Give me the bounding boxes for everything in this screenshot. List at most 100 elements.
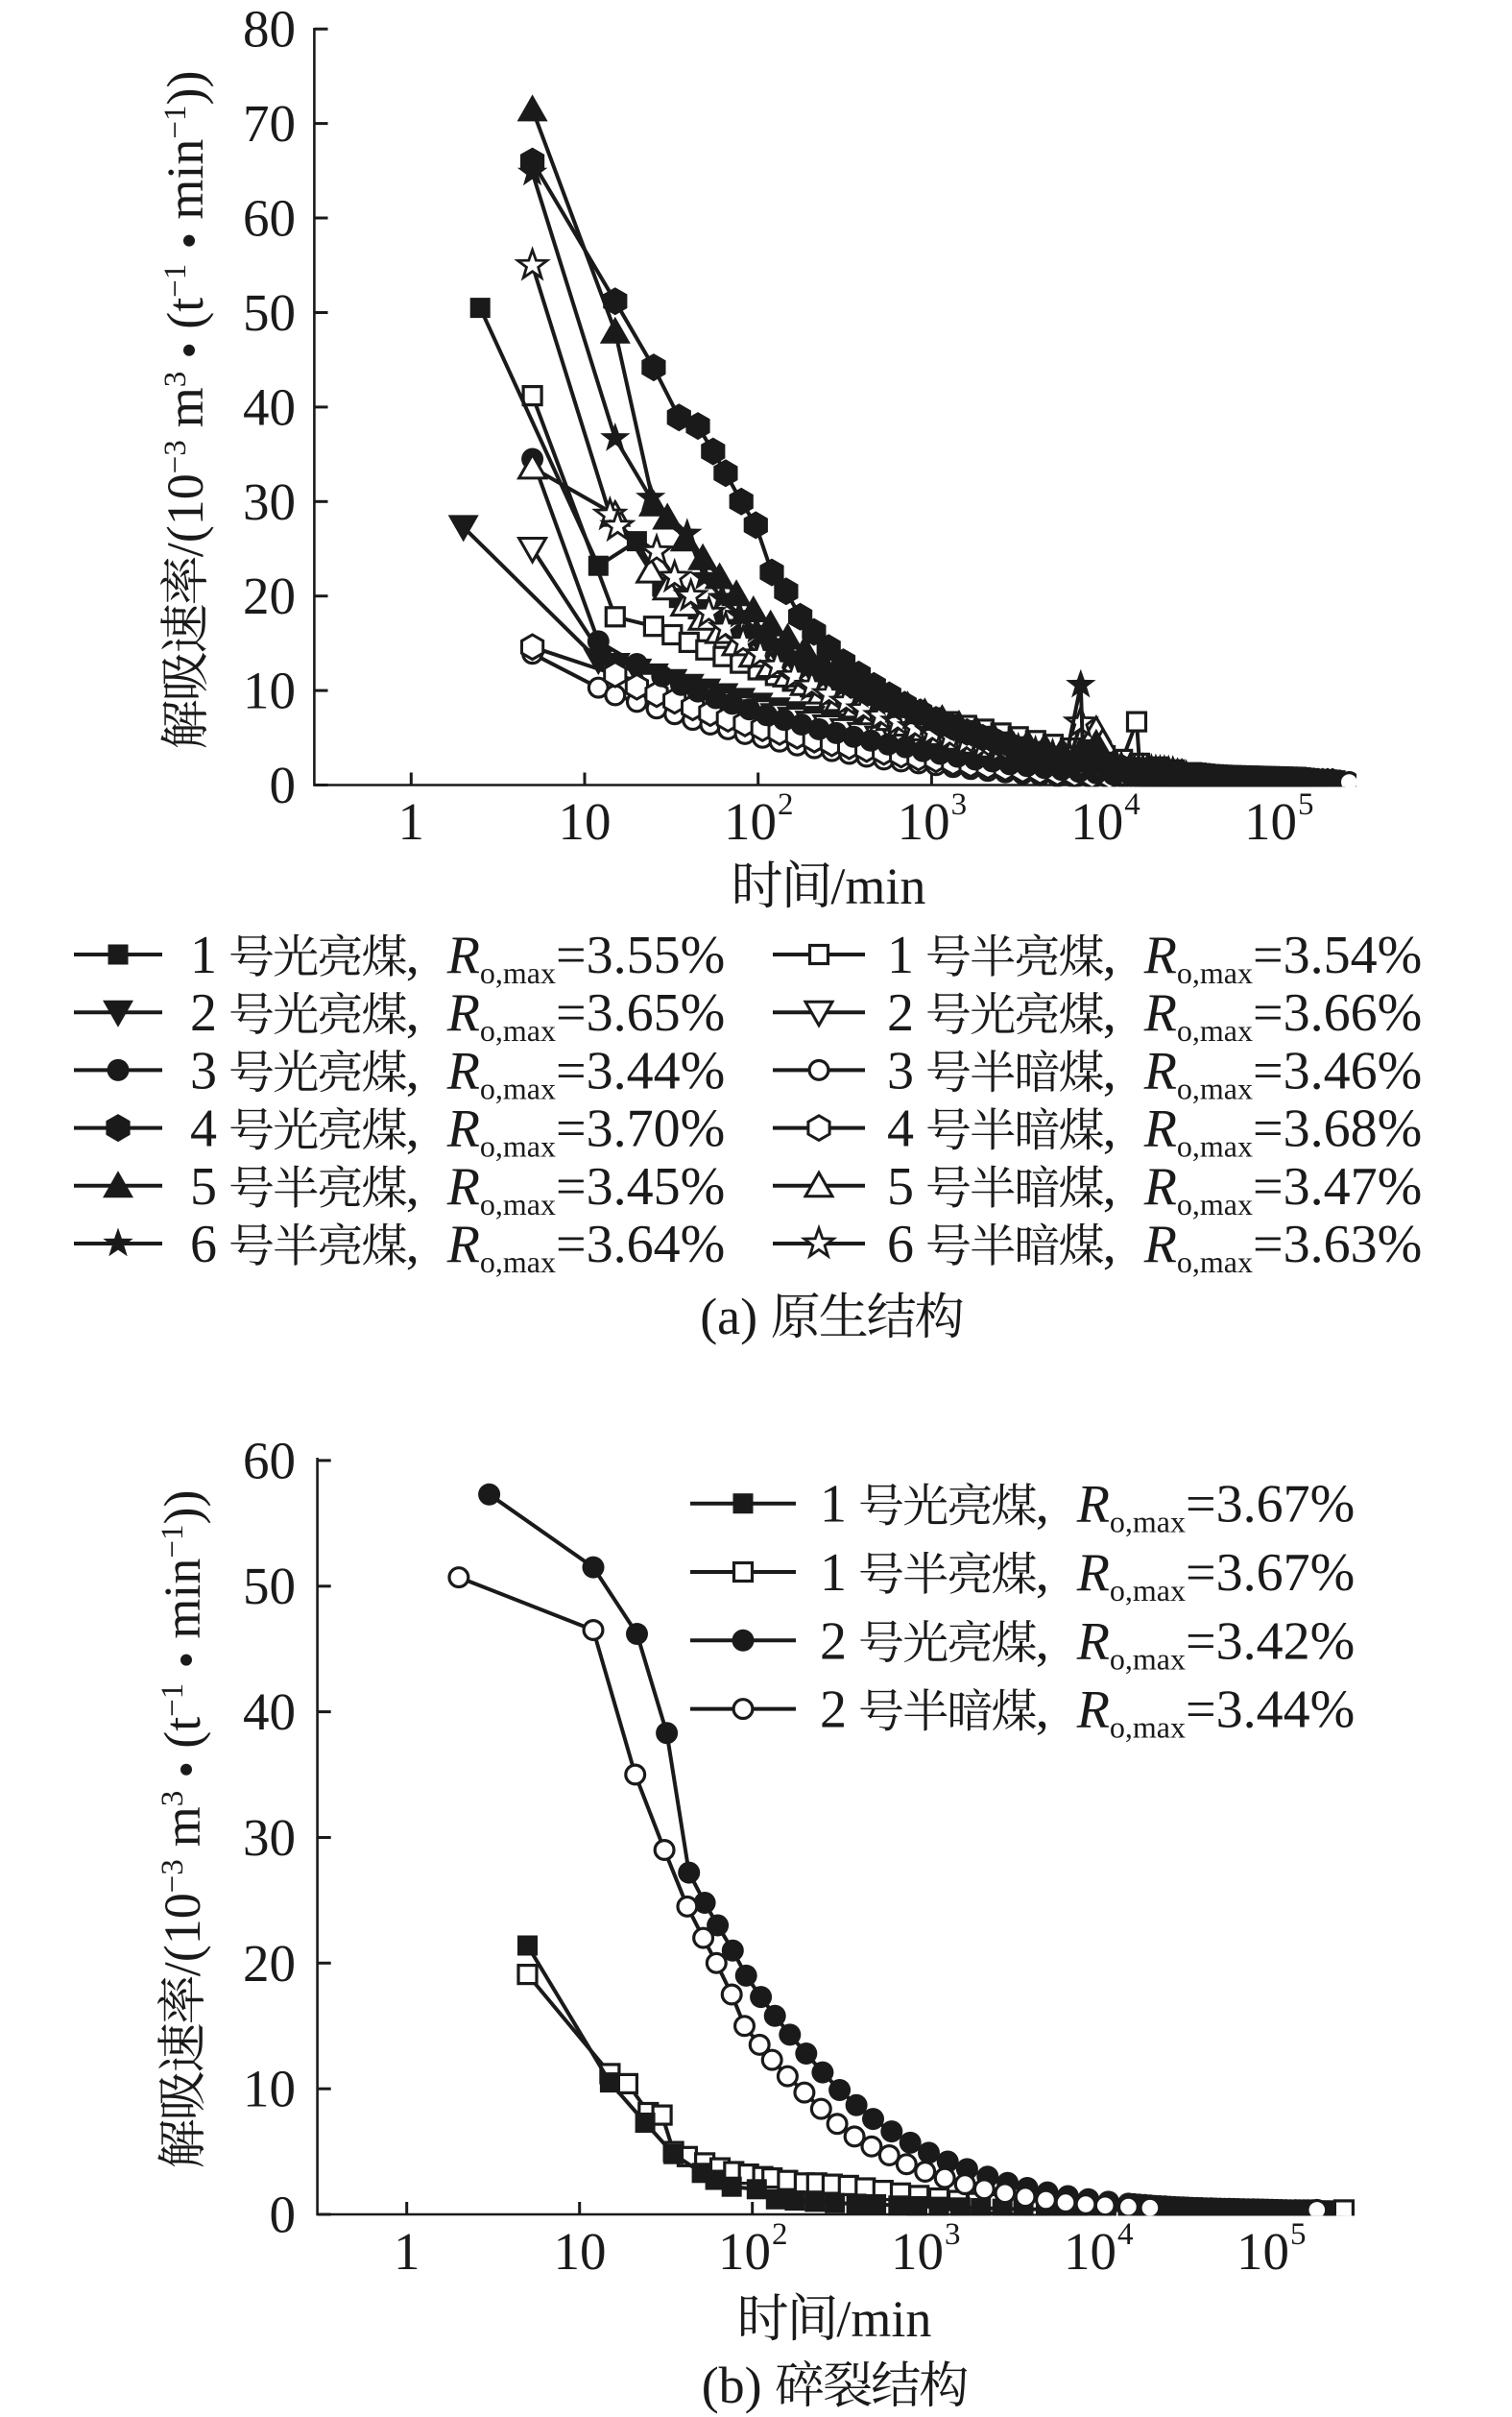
svg-text:6: 6 — [887, 1215, 914, 1274]
svg-text:R: R — [1143, 1157, 1177, 1217]
svg-text:R: R — [446, 983, 480, 1043]
svg-text:2: 2 — [820, 1680, 847, 1740]
svg-text:70: 70 — [243, 94, 296, 153]
svg-text:,: , — [406, 983, 420, 1043]
svg-text:20: 20 — [243, 567, 296, 625]
svg-text:2: 2 — [772, 2217, 788, 2252]
svg-text:10: 10 — [559, 792, 612, 851]
svg-text:3: 3 — [190, 1041, 217, 1100]
svg-text:−3: −3 — [156, 1859, 190, 1893]
svg-text:5: 5 — [887, 1157, 914, 1217]
svg-text:R: R — [446, 926, 480, 985]
svg-text:50: 50 — [243, 283, 296, 342]
svg-text:=3.63%: =3.63% — [1253, 1215, 1422, 1274]
svg-text:o,max: o,max — [480, 1013, 556, 1048]
svg-text:2: 2 — [820, 1611, 847, 1671]
svg-text:m: m — [154, 1806, 211, 1847]
svg-text:o,max: o,max — [1177, 1129, 1253, 1164]
svg-text:10: 10 — [724, 792, 777, 851]
svg-text:60: 60 — [243, 1431, 296, 1489]
svg-text:o,max: o,max — [480, 1129, 556, 1164]
svg-text:R: R — [1143, 1041, 1177, 1100]
svg-text:5: 5 — [1290, 2217, 1307, 2252]
svg-text:o,max: o,max — [480, 1187, 556, 1221]
svg-text:3: 3 — [951, 787, 968, 822]
svg-text:5: 5 — [1298, 787, 1314, 822]
svg-text:1: 1 — [394, 2222, 420, 2281]
svg-text:,: , — [406, 1157, 420, 1217]
svg-text:10: 10 — [1070, 792, 1123, 851]
svg-text:(t: (t — [154, 1717, 211, 1749]
svg-text:R: R — [446, 1215, 480, 1274]
svg-text:4: 4 — [1124, 787, 1140, 822]
svg-text:3: 3 — [156, 1791, 190, 1807]
svg-text:,: , — [1036, 1680, 1049, 1740]
svg-text:10: 10 — [898, 792, 950, 851]
svg-text:5: 5 — [190, 1157, 217, 1217]
svg-text:=3.65%: =3.65% — [556, 983, 725, 1043]
svg-text:=3.67%: =3.67% — [1186, 1475, 1355, 1535]
svg-text:4: 4 — [887, 1100, 914, 1159]
svg-text:=3.64%: =3.64% — [556, 1215, 725, 1274]
svg-text:R: R — [1143, 1215, 1177, 1274]
svg-text:10: 10 — [243, 662, 296, 720]
svg-text:3: 3 — [945, 2217, 961, 2252]
svg-text:R: R — [1076, 1611, 1110, 1671]
svg-text:/min: /min — [836, 2290, 931, 2348]
svg-text:/(10: /(10 — [154, 1893, 211, 1976]
svg-text:o,max: o,max — [1110, 1573, 1186, 1607]
svg-text:4: 4 — [1117, 2217, 1134, 2252]
svg-text:−1: −1 — [156, 1524, 190, 1558]
svg-text:80: 80 — [243, 0, 296, 59]
svg-text:=3.44%: =3.44% — [556, 1041, 725, 1100]
svg-text:30: 30 — [243, 1808, 296, 1867]
svg-text:1: 1 — [820, 1475, 847, 1535]
svg-text:40: 40 — [243, 1682, 296, 1741]
svg-text:o,max: o,max — [1177, 955, 1253, 990]
svg-text:10: 10 — [1244, 792, 1297, 851]
svg-text:2: 2 — [190, 983, 217, 1043]
svg-text:30: 30 — [243, 472, 296, 531]
svg-text:,: , — [1103, 1041, 1116, 1100]
svg-text:o,max: o,max — [1177, 1013, 1253, 1048]
svg-text:−3: −3 — [158, 440, 193, 473]
svg-text:(b): (b) — [702, 2357, 762, 2414]
svg-text:1: 1 — [887, 926, 914, 985]
svg-text:R: R — [446, 1100, 480, 1159]
svg-text:R: R — [1143, 1100, 1177, 1159]
svg-text:10: 10 — [1064, 2222, 1116, 2281]
svg-text:o,max: o,max — [1110, 1710, 1186, 1745]
svg-text:=3.45%: =3.45% — [556, 1157, 725, 1217]
svg-text:,: , — [1036, 1543, 1049, 1603]
svg-text:o,max: o,max — [1110, 1641, 1186, 1676]
svg-text:=3.46%: =3.46% — [1253, 1041, 1422, 1100]
svg-text:10: 10 — [554, 2222, 607, 2281]
svg-text:(a): (a) — [700, 1288, 757, 1345]
svg-text:/min: /min — [830, 858, 925, 915]
svg-text:m: m — [156, 387, 214, 427]
svg-text:)): )) — [156, 71, 214, 106]
svg-text:,: , — [1103, 1215, 1116, 1274]
svg-text:=3.70%: =3.70% — [556, 1100, 725, 1159]
svg-text:1: 1 — [820, 1543, 847, 1603]
svg-text:10: 10 — [243, 2060, 296, 2118]
svg-text:R: R — [1076, 1475, 1110, 1535]
svg-text:,: , — [406, 926, 420, 985]
svg-text:R: R — [1076, 1543, 1110, 1603]
svg-text:min: min — [156, 139, 214, 220]
svg-text:−1: −1 — [158, 105, 193, 138]
svg-text:min: min — [154, 1559, 211, 1639]
svg-text:,: , — [406, 1100, 420, 1159]
svg-text:,: , — [406, 1041, 420, 1100]
svg-text:o,max: o,max — [1177, 1245, 1253, 1279]
svg-text:10: 10 — [1236, 2222, 1289, 2281]
svg-text:0: 0 — [270, 756, 297, 814]
svg-text:3: 3 — [887, 1041, 914, 1100]
svg-text:60: 60 — [243, 189, 296, 248]
svg-text:10: 10 — [891, 2222, 944, 2281]
svg-text:20: 20 — [243, 1934, 296, 1993]
svg-text:o,max: o,max — [1177, 1187, 1253, 1221]
svg-text:40: 40 — [243, 377, 296, 436]
svg-text:R: R — [446, 1157, 480, 1217]
svg-text:R: R — [1143, 926, 1177, 985]
